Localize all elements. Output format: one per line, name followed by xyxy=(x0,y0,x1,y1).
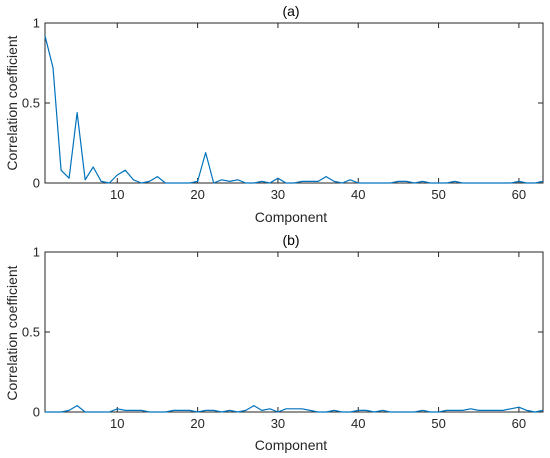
x-ticks: 10 20 30 40 50 60 xyxy=(110,23,526,202)
panel-a: (a) 10 20 30 40 50 60 00.51 Component Correla… xyxy=(4,3,544,225)
y-tick-label: 0 xyxy=(33,176,40,191)
y-axis-label: Correlation coefficient xyxy=(4,35,20,170)
series-line xyxy=(45,405,544,413)
y-tick-label: 1 xyxy=(33,16,40,31)
y-tick-label: 0.5 xyxy=(22,96,40,111)
x-tick-label: 40 xyxy=(351,187,365,202)
axes-frame xyxy=(44,251,544,413)
y-tick-label: 0.5 xyxy=(22,325,40,340)
y-tick-label: 1 xyxy=(33,245,40,260)
series-line xyxy=(44,35,544,184)
y-ticks: 00.51 xyxy=(22,16,543,191)
x-tick-label: 60 xyxy=(512,416,526,431)
panel-title: (a) xyxy=(282,3,299,19)
x-ticks: 10 20 30 40 50 60 xyxy=(110,252,526,431)
x-tick-label: 20 xyxy=(190,416,204,431)
x-tick-label: 20 xyxy=(190,187,204,202)
x-tick-label: 50 xyxy=(431,187,445,202)
y-tick-label: 0 xyxy=(33,405,40,420)
x-axis-label: Component xyxy=(255,437,327,453)
x-tick-label: 50 xyxy=(431,416,445,431)
x-tick-label: 60 xyxy=(512,187,526,202)
x-tick-label: 30 xyxy=(271,187,285,202)
x-tick-label: 40 xyxy=(351,416,365,431)
y-axis-label: Correlation coefficient xyxy=(4,265,20,400)
panel-b: (b) 10 20 30 40 50 60 00.51 Component Correla… xyxy=(4,232,544,453)
axes-frame xyxy=(44,22,544,184)
panel-title: (b) xyxy=(282,232,299,248)
x-tick-label: 30 xyxy=(271,416,285,431)
y-ticks: 00.51 xyxy=(22,245,543,420)
x-tick-label: 10 xyxy=(110,416,124,431)
x-axis-label: Component xyxy=(255,209,327,225)
x-tick-label: 10 xyxy=(110,187,124,202)
